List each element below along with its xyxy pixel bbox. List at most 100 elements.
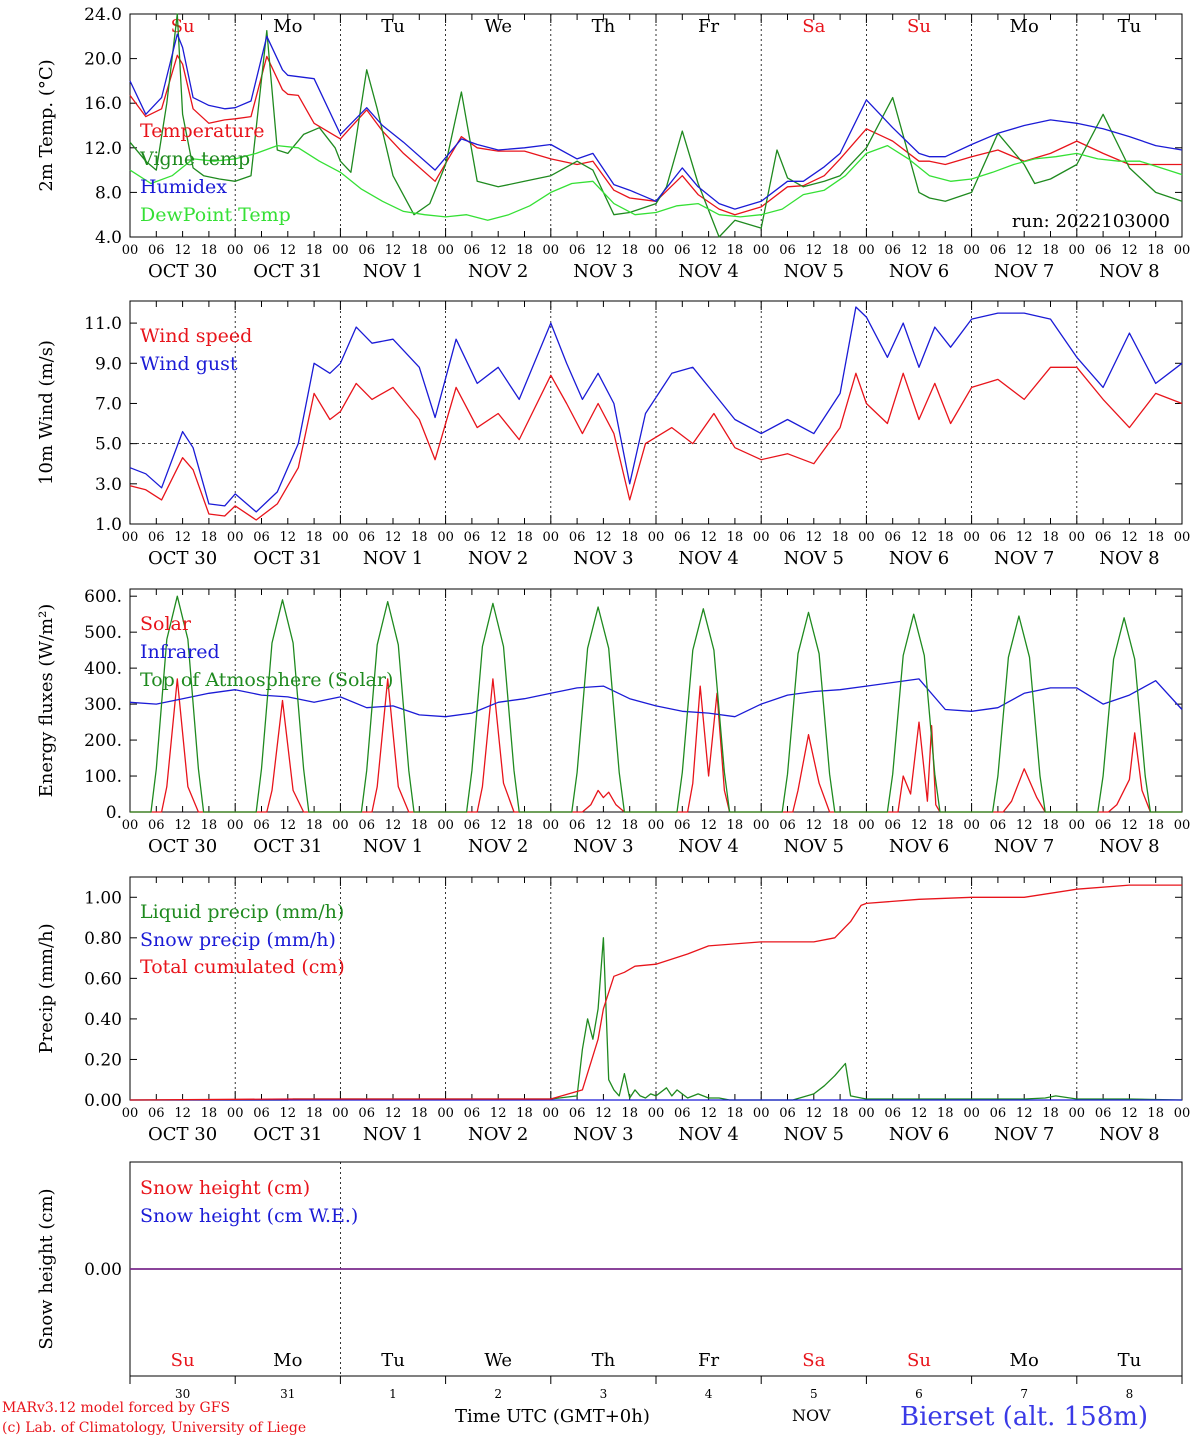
day-number-label: 31 [280, 1387, 295, 1401]
y-axis-label: 10m Wind (m/s) [36, 340, 57, 485]
weekday-label: Tu [381, 16, 405, 37]
hour-tick-label: 06 [779, 530, 796, 545]
y-tick-label: 500. [84, 623, 122, 643]
day-number-label: 6 [915, 1387, 923, 1401]
date-label: OCT 30 [148, 836, 217, 857]
y-tick-label: 0.20 [84, 1050, 122, 1070]
series-line-total-cumulated-cm- [129, 884, 1182, 1101]
y-tick-label: 0.80 [84, 929, 122, 949]
y-tick-label: 5.0 [95, 435, 122, 455]
weekday-label: Tu [1118, 1350, 1142, 1371]
hour-tick-label: 00 [1174, 530, 1191, 545]
hour-tick-label: 06 [779, 243, 796, 258]
hour-tick-label: 00 [122, 1106, 139, 1121]
hour-tick-label: 06 [148, 243, 165, 258]
x-axis-label: Time UTC (GMT+0h) [455, 1406, 650, 1427]
legend-entry: Solar [140, 613, 192, 635]
date-label: OCT 31 [253, 548, 322, 569]
hour-tick-label: 06 [990, 243, 1007, 258]
day-number-label: 3 [600, 1387, 608, 1401]
y-axis-label: Snow height (cm) [36, 1188, 57, 1349]
date-label: NOV 8 [1099, 1124, 1159, 1145]
weekday-label: Th [592, 16, 616, 37]
hour-tick-label: 06 [253, 243, 270, 258]
hour-tick-label: 12 [174, 243, 191, 258]
date-label: OCT 30 [148, 1124, 217, 1145]
date-label: NOV 6 [889, 548, 949, 569]
hour-tick-label: 06 [148, 530, 165, 545]
hour-tick-label: 00 [437, 243, 454, 258]
hour-tick-label: 18 [727, 818, 744, 833]
date-label: NOV 2 [468, 548, 528, 569]
y-tick-label: 8.0 [95, 183, 122, 203]
hour-tick-label: 06 [884, 243, 901, 258]
weekday-label: Tu [381, 1350, 405, 1371]
hour-tick-label: 18 [306, 818, 323, 833]
hour-tick-label: 06 [674, 1106, 691, 1121]
hour-tick-label: 00 [1069, 530, 1086, 545]
hour-tick-label: 06 [358, 818, 375, 833]
series-line-temperature [129, 54, 1182, 216]
day-number-label: 5 [810, 1387, 818, 1401]
hour-tick-label: 12 [1121, 818, 1138, 833]
hour-tick-label: 06 [148, 818, 165, 833]
date-label: NOV 2 [468, 261, 528, 282]
hour-tick-label: 00 [332, 1106, 349, 1121]
date-label: NOV 4 [678, 836, 738, 857]
day-number-label: 2 [494, 1387, 502, 1401]
date-label: OCT 31 [253, 1124, 322, 1145]
date-label: OCT 30 [148, 261, 217, 282]
date-label: NOV 5 [784, 548, 844, 569]
hour-tick-label: 06 [990, 530, 1007, 545]
hour-tick-label: 06 [358, 530, 375, 545]
hour-tick-label: 06 [1095, 530, 1112, 545]
date-label: NOV 6 [889, 1124, 949, 1145]
hour-tick-label: 06 [674, 818, 691, 833]
hour-tick-label: 12 [595, 243, 612, 258]
hour-tick-label: 12 [806, 530, 823, 545]
hour-tick-label: 18 [727, 243, 744, 258]
y-tick-label: 300. [84, 695, 122, 715]
series-line-top-of-atmosphere-solar- [130, 595, 1182, 813]
hour-tick-label: 12 [174, 530, 191, 545]
hour-tick-label: 12 [806, 818, 823, 833]
date-label: NOV 1 [363, 1124, 423, 1145]
hour-tick-label: 18 [306, 243, 323, 258]
hour-tick-label: 00 [963, 818, 980, 833]
hour-tick-label: 06 [674, 243, 691, 258]
hour-tick-label: 18 [937, 818, 954, 833]
hour-tick-label: 18 [306, 530, 323, 545]
y-tick-label: 0.60 [84, 969, 122, 989]
hour-tick-label: 18 [1042, 818, 1059, 833]
date-label: NOV 3 [573, 1124, 633, 1145]
hour-tick-label: 06 [1095, 818, 1112, 833]
date-label: NOV 7 [994, 836, 1054, 857]
y-tick-label: 1.0 [95, 515, 122, 535]
series-line-liquid-precip-mm-h- [130, 937, 1183, 1101]
weekday-label: Su [171, 1350, 195, 1371]
y-tick-label: 12.0 [84, 139, 122, 159]
hour-tick-label: 00 [858, 530, 875, 545]
date-label: NOV 4 [678, 1124, 738, 1145]
legend-entry: Temperature [140, 120, 264, 142]
month-label: NOV [792, 1406, 831, 1425]
hour-tick-label: 06 [569, 243, 586, 258]
y-tick-label: 16.0 [84, 94, 122, 114]
hour-tick-label: 06 [464, 818, 481, 833]
hour-tick-label: 06 [569, 818, 586, 833]
y-tick-label: 0.40 [84, 1010, 122, 1030]
hour-tick-label: 00 [332, 818, 349, 833]
date-label: NOV 8 [1099, 261, 1159, 282]
hour-tick-label: 12 [595, 530, 612, 545]
hour-tick-label: 00 [1174, 818, 1191, 833]
y-tick-label: 3.0 [95, 475, 122, 495]
hour-tick-label: 00 [332, 530, 349, 545]
hour-tick-label: 12 [1121, 243, 1138, 258]
model-credit: MARv3.12 model forced by GFS [2, 1400, 231, 1416]
hour-tick-label: 12 [174, 818, 191, 833]
weekday-label: Mo [1010, 16, 1039, 37]
legend-entry: Snow height (cm) [140, 1177, 310, 1199]
hour-tick-label: 06 [464, 530, 481, 545]
hour-tick-label: 06 [779, 1106, 796, 1121]
legend-entry: DewPoint Temp [140, 204, 291, 226]
